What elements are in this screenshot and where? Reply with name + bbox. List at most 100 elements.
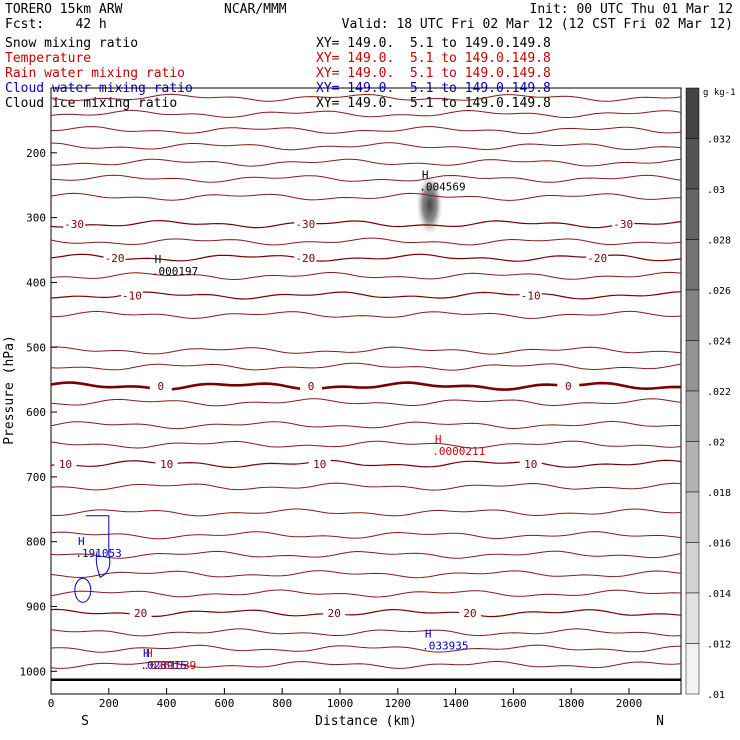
legend-label-snow: Snow mixing ratio: [5, 36, 138, 51]
contour-label: -30: [295, 218, 315, 231]
isotherm-line: [50, 531, 682, 540]
isotherm-line: [50, 237, 682, 246]
colorbar-label: .024: [707, 337, 731, 348]
south-label: S: [81, 714, 89, 729]
contour-label-bg: [294, 251, 317, 264]
y-tick-label: 1000: [20, 665, 47, 678]
colorbar-label: .026: [707, 286, 731, 297]
legend-label-temperature: Temperature: [5, 51, 91, 66]
maximum-symbol: H: [422, 169, 429, 182]
y-axis-label: Pressure (hPa): [2, 335, 17, 445]
contour-label: 0: [565, 380, 572, 393]
x-axis-label: Distance (km): [315, 714, 417, 729]
contour-label: 20: [328, 607, 341, 620]
x-tick-label: 800: [272, 697, 292, 710]
colorbar-label: .01: [707, 690, 725, 701]
maximum-symbol: H: [143, 647, 150, 660]
colorbar-label: .03: [707, 185, 725, 196]
maximum-symbol: H: [435, 433, 442, 446]
isotherm-line: [50, 192, 682, 201]
maximum-symbol: H: [425, 628, 432, 641]
contour-label-bg: [459, 606, 482, 619]
isotherm-line: [50, 628, 682, 637]
isotherm-line: [50, 109, 682, 119]
maximum-value: .033935: [422, 640, 468, 653]
isotherm-20: [50, 608, 682, 618]
y-tick-label: 500: [26, 341, 46, 354]
isotherm-0: [50, 381, 682, 391]
isotherm-line: [51, 310, 682, 319]
y-tick-label: 800: [26, 536, 46, 549]
legend-label-rain: Rain water mixing ratio: [5, 66, 185, 81]
contour-label-bg: [129, 606, 152, 619]
x-tick-label: 1400: [442, 697, 469, 710]
contour-label: -10: [521, 289, 541, 302]
maximum-value: .000197: [152, 265, 198, 278]
colorbar-box: [685, 289, 700, 341]
x-tick-label: 0: [48, 697, 55, 710]
contour-label: 10: [59, 458, 72, 471]
contour-label-bg: [308, 457, 331, 470]
forecast-hour: Fcst: 42 h: [5, 17, 107, 32]
isotherm-line: [50, 550, 682, 559]
isotherm-line: [50, 420, 682, 430]
contour-label-bg: [155, 457, 178, 470]
isotherm-line: [50, 93, 682, 102]
colorbar-box: [685, 592, 700, 644]
contour-label: -20: [587, 252, 607, 265]
contour-label-bg: [519, 289, 542, 302]
contour-label-bg: [557, 380, 580, 393]
y-tick-label: 300: [26, 212, 46, 225]
colorbar-box: [685, 441, 700, 493]
isotherm-line: [50, 508, 682, 517]
colorbar-box: [685, 87, 700, 139]
maximum-value: .028915: [140, 659, 186, 672]
colorbar-box: [685, 542, 700, 594]
maximum-symbol: H: [78, 535, 85, 548]
maximum-symbol: H: [155, 253, 162, 266]
isotherm-line: [50, 126, 682, 135]
cloud-water-contour: [85, 515, 111, 579]
isotherm-line: [50, 398, 682, 407]
isotherm-line: [50, 660, 682, 669]
model-title: TORERO 15km ARW: [5, 2, 123, 17]
plot-content: -30 -30 -30 -20 -20 -20 -10 -10 0 0 0 10 10 10 10 20 20 2…: [50, 93, 682, 681]
contour-label: 20: [463, 607, 476, 620]
colorbar-box: [685, 188, 700, 240]
isotherm-line: [50, 362, 682, 371]
cloud-water-contour: [74, 577, 92, 603]
valid-time: Valid: 18 UTC Fri 02 Mar 12 (12 CST Fri …: [342, 17, 733, 32]
colorbar-box: [685, 340, 700, 392]
y-tick-label: 900: [26, 601, 46, 614]
colorbar: g kg-1 .032 .03 .028 .026 .024 .022 .02 .018 .01…: [685, 87, 736, 701]
colorbar-box: [685, 239, 700, 291]
colorbar-label: .012: [707, 640, 731, 651]
isotherm-line: [50, 174, 682, 183]
isotherm-10: [50, 459, 682, 469]
legend-xy-rain: XY= 149.0. 5.1 to 149.0.149.8: [316, 66, 551, 81]
contour-label-bg: [323, 606, 346, 619]
contour-label-bg: [54, 457, 77, 470]
colorbar-label: .02: [707, 438, 725, 449]
legend-xy-snow: XY= 149.0. 5.1 to 149.0.149.8: [316, 36, 551, 51]
contour-label: -20: [295, 252, 315, 265]
x-tick-label: 200: [99, 697, 119, 710]
isotherm-line: [50, 482, 682, 491]
contour-label-bg: [120, 289, 143, 302]
y-tick-label: 200: [26, 147, 46, 160]
legend-xy-temperature: XY= 149.0. 5.1 to 149.0.149.8: [316, 51, 551, 66]
colorbar-label: .016: [707, 539, 731, 550]
isotherm-line: [50, 440, 682, 449]
colorbar-box: [685, 643, 700, 695]
center-title: NCAR/MMM: [224, 2, 287, 17]
isotherm-line: [50, 644, 681, 653]
plot-frame: [50, 87, 682, 695]
contour-label: -20: [105, 252, 125, 265]
colorbar-box: [685, 138, 700, 190]
contour-label: 10: [313, 458, 326, 471]
colorbar-label: .022: [707, 387, 731, 398]
colorbar-unit: g kg-1: [703, 88, 736, 98]
y-tick-label: 600: [26, 406, 46, 419]
isotherm-line: [50, 346, 682, 355]
contour-label-bg: [519, 457, 542, 470]
